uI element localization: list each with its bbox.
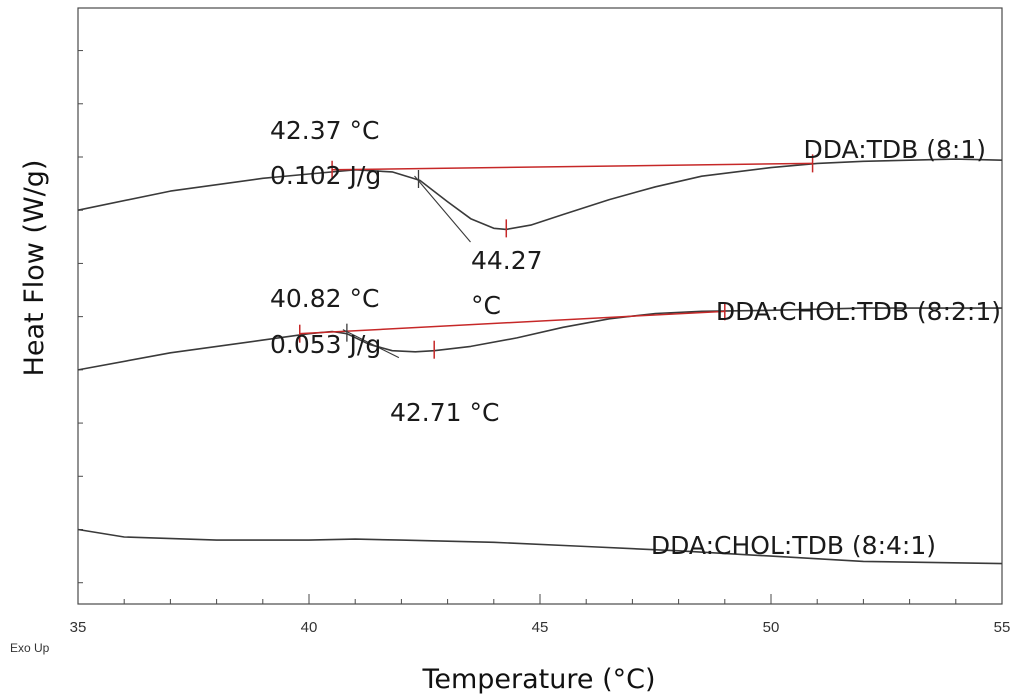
integration-baseline-1 bbox=[332, 162, 813, 171]
temperature-annotation: 42.71 °C bbox=[390, 398, 499, 427]
series-name-label: DDA:CHOL:TDB (8:2:1) bbox=[716, 297, 1001, 326]
x-tick-label: 40 bbox=[301, 619, 318, 636]
x-tick-label: 55 bbox=[994, 619, 1011, 636]
temperature-annotation: 40.82 °C bbox=[270, 284, 379, 313]
x-axis-title: Temperature (°C) bbox=[421, 664, 655, 695]
series-line-3 bbox=[77, 528, 1003, 565]
y-axis-title: Heat Flow (W/g) bbox=[19, 160, 50, 377]
temperature-annotation: 42.37 °C bbox=[270, 116, 379, 145]
x-tick-label: 50 bbox=[763, 619, 780, 636]
x-tick-label: 45 bbox=[532, 619, 549, 636]
temperature-annotation: 0.053 J/g bbox=[270, 330, 381, 359]
integration-baseline-2 bbox=[299, 310, 725, 335]
onset-tangent bbox=[414, 175, 471, 243]
onset-tangent bbox=[342, 329, 400, 359]
temperature-annotation: °C bbox=[471, 291, 501, 320]
exo-up-label: Exo Up bbox=[10, 641, 50, 655]
series-name-label: DDA:CHOL:TDB (8:4:1) bbox=[651, 531, 936, 560]
temperature-annotation: 0.102 J/g bbox=[270, 161, 381, 190]
x-tick-label: 35 bbox=[70, 619, 87, 636]
series-line-1 bbox=[77, 158, 1003, 231]
series-name-label: DDA:TDB (8:1) bbox=[803, 135, 986, 164]
temperature-annotation: 44.27 bbox=[471, 246, 543, 275]
